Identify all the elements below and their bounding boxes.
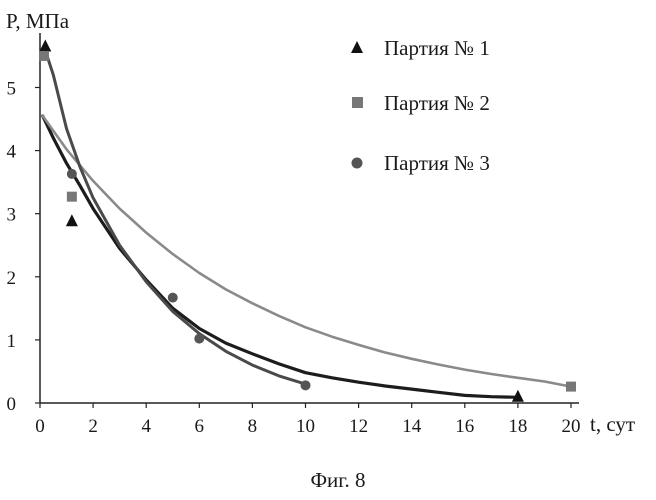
- x-tick-label: 20: [562, 416, 581, 437]
- x-axis-label: t, сут: [590, 412, 635, 436]
- legend-label-series-2: Партия № 2: [384, 91, 490, 115]
- series-2-point: [38, 50, 49, 61]
- x-tick-label: 4: [141, 416, 151, 437]
- legend-label-series-3: Партия № 3: [384, 151, 490, 175]
- y-axis-label: P, МПа: [6, 9, 70, 33]
- series-3-point: [194, 333, 205, 344]
- y-tick-label: 0: [7, 394, 17, 415]
- series-2-point: [66, 191, 77, 202]
- y-tick-label: 5: [7, 78, 17, 99]
- legend-item-series-3: Партия № 3: [351, 151, 490, 175]
- series-2-point: [566, 381, 576, 392]
- x-tick-label: 12: [349, 416, 368, 437]
- x-tick-label: 0: [35, 416, 45, 437]
- x-tick-label: 14: [402, 416, 422, 437]
- legend-item-series-2: Партия № 2: [352, 91, 490, 115]
- series-1-fit-curve: [41, 114, 520, 399]
- y-tick-label: 3: [7, 205, 17, 226]
- y-tick-label: 2: [7, 268, 17, 289]
- series-3-fit-curve: [42, 45, 307, 386]
- series-3-point: [300, 380, 311, 391]
- legend-item-series-1: Партия № 1: [351, 36, 490, 60]
- x-tick-label: 2: [88, 416, 98, 437]
- legend-circle-marker: [351, 157, 363, 169]
- series-1-point: [511, 389, 524, 402]
- legend-triangle-marker: [351, 41, 363, 53]
- series-2-fit-curve: [41, 114, 573, 388]
- figure-caption: Фиг. 8: [310, 468, 365, 492]
- series-3-point: [167, 292, 178, 303]
- x-tick-label: 16: [455, 416, 474, 437]
- x-tick-label: 8: [248, 416, 258, 437]
- series-3-point: [66, 168, 77, 179]
- series-1-point: [65, 214, 78, 227]
- y-tick-label: 1: [7, 331, 17, 352]
- series-1-point: [39, 39, 52, 52]
- x-tick-label: 10: [296, 416, 315, 437]
- x-tick-label: 6: [195, 416, 205, 437]
- x-tick-label: 18: [508, 416, 527, 437]
- y-tick-label: 4: [7, 142, 17, 163]
- legend-square-marker: [352, 97, 363, 108]
- legend: Партия № 1 Партия № 2 Партия № 3: [351, 36, 490, 175]
- legend-label-series-1: Партия № 1: [384, 36, 490, 60]
